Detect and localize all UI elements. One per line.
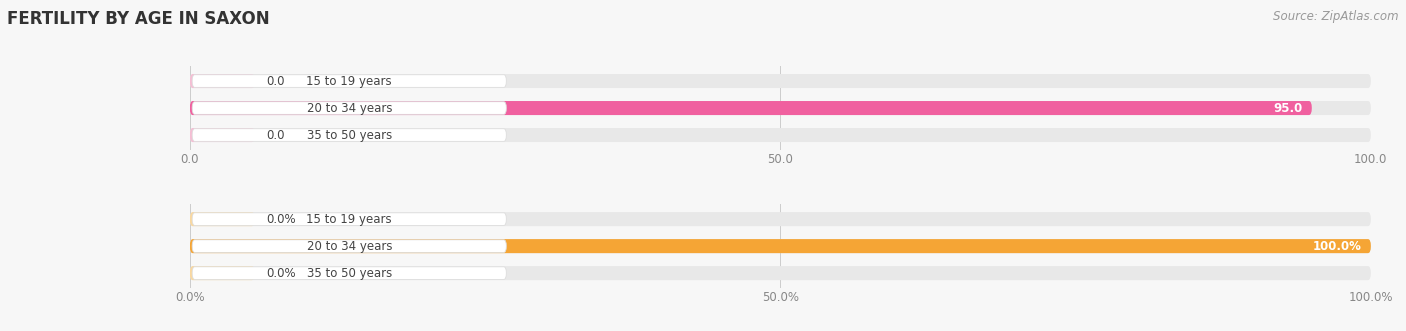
- Text: 100.0%: 100.0%: [1313, 240, 1361, 253]
- FancyBboxPatch shape: [190, 239, 1371, 253]
- FancyBboxPatch shape: [190, 101, 1371, 115]
- FancyBboxPatch shape: [190, 128, 254, 142]
- Text: 20 to 34 years: 20 to 34 years: [307, 102, 392, 115]
- FancyBboxPatch shape: [193, 267, 506, 279]
- Text: 0.0: 0.0: [267, 74, 285, 87]
- FancyBboxPatch shape: [190, 212, 1371, 226]
- Text: 15 to 19 years: 15 to 19 years: [307, 74, 392, 87]
- Text: Source: ZipAtlas.com: Source: ZipAtlas.com: [1274, 10, 1399, 23]
- FancyBboxPatch shape: [190, 266, 254, 280]
- FancyBboxPatch shape: [193, 240, 506, 253]
- FancyBboxPatch shape: [190, 128, 1371, 142]
- Text: 95.0: 95.0: [1272, 102, 1302, 115]
- FancyBboxPatch shape: [190, 239, 1371, 253]
- FancyBboxPatch shape: [190, 74, 254, 88]
- Text: 35 to 50 years: 35 to 50 years: [307, 128, 392, 142]
- Text: 0.0: 0.0: [267, 128, 285, 142]
- Text: 15 to 19 years: 15 to 19 years: [307, 213, 392, 226]
- Text: 0.0%: 0.0%: [267, 213, 297, 226]
- FancyBboxPatch shape: [190, 266, 1371, 280]
- FancyBboxPatch shape: [193, 129, 506, 141]
- Text: 0.0%: 0.0%: [267, 267, 297, 280]
- FancyBboxPatch shape: [190, 74, 1371, 88]
- FancyBboxPatch shape: [193, 102, 506, 114]
- FancyBboxPatch shape: [193, 213, 506, 225]
- Text: FERTILITY BY AGE IN SAXON: FERTILITY BY AGE IN SAXON: [7, 10, 270, 28]
- FancyBboxPatch shape: [190, 101, 1312, 115]
- FancyBboxPatch shape: [193, 75, 506, 87]
- Text: 35 to 50 years: 35 to 50 years: [307, 267, 392, 280]
- FancyBboxPatch shape: [190, 212, 254, 226]
- Text: 20 to 34 years: 20 to 34 years: [307, 240, 392, 253]
